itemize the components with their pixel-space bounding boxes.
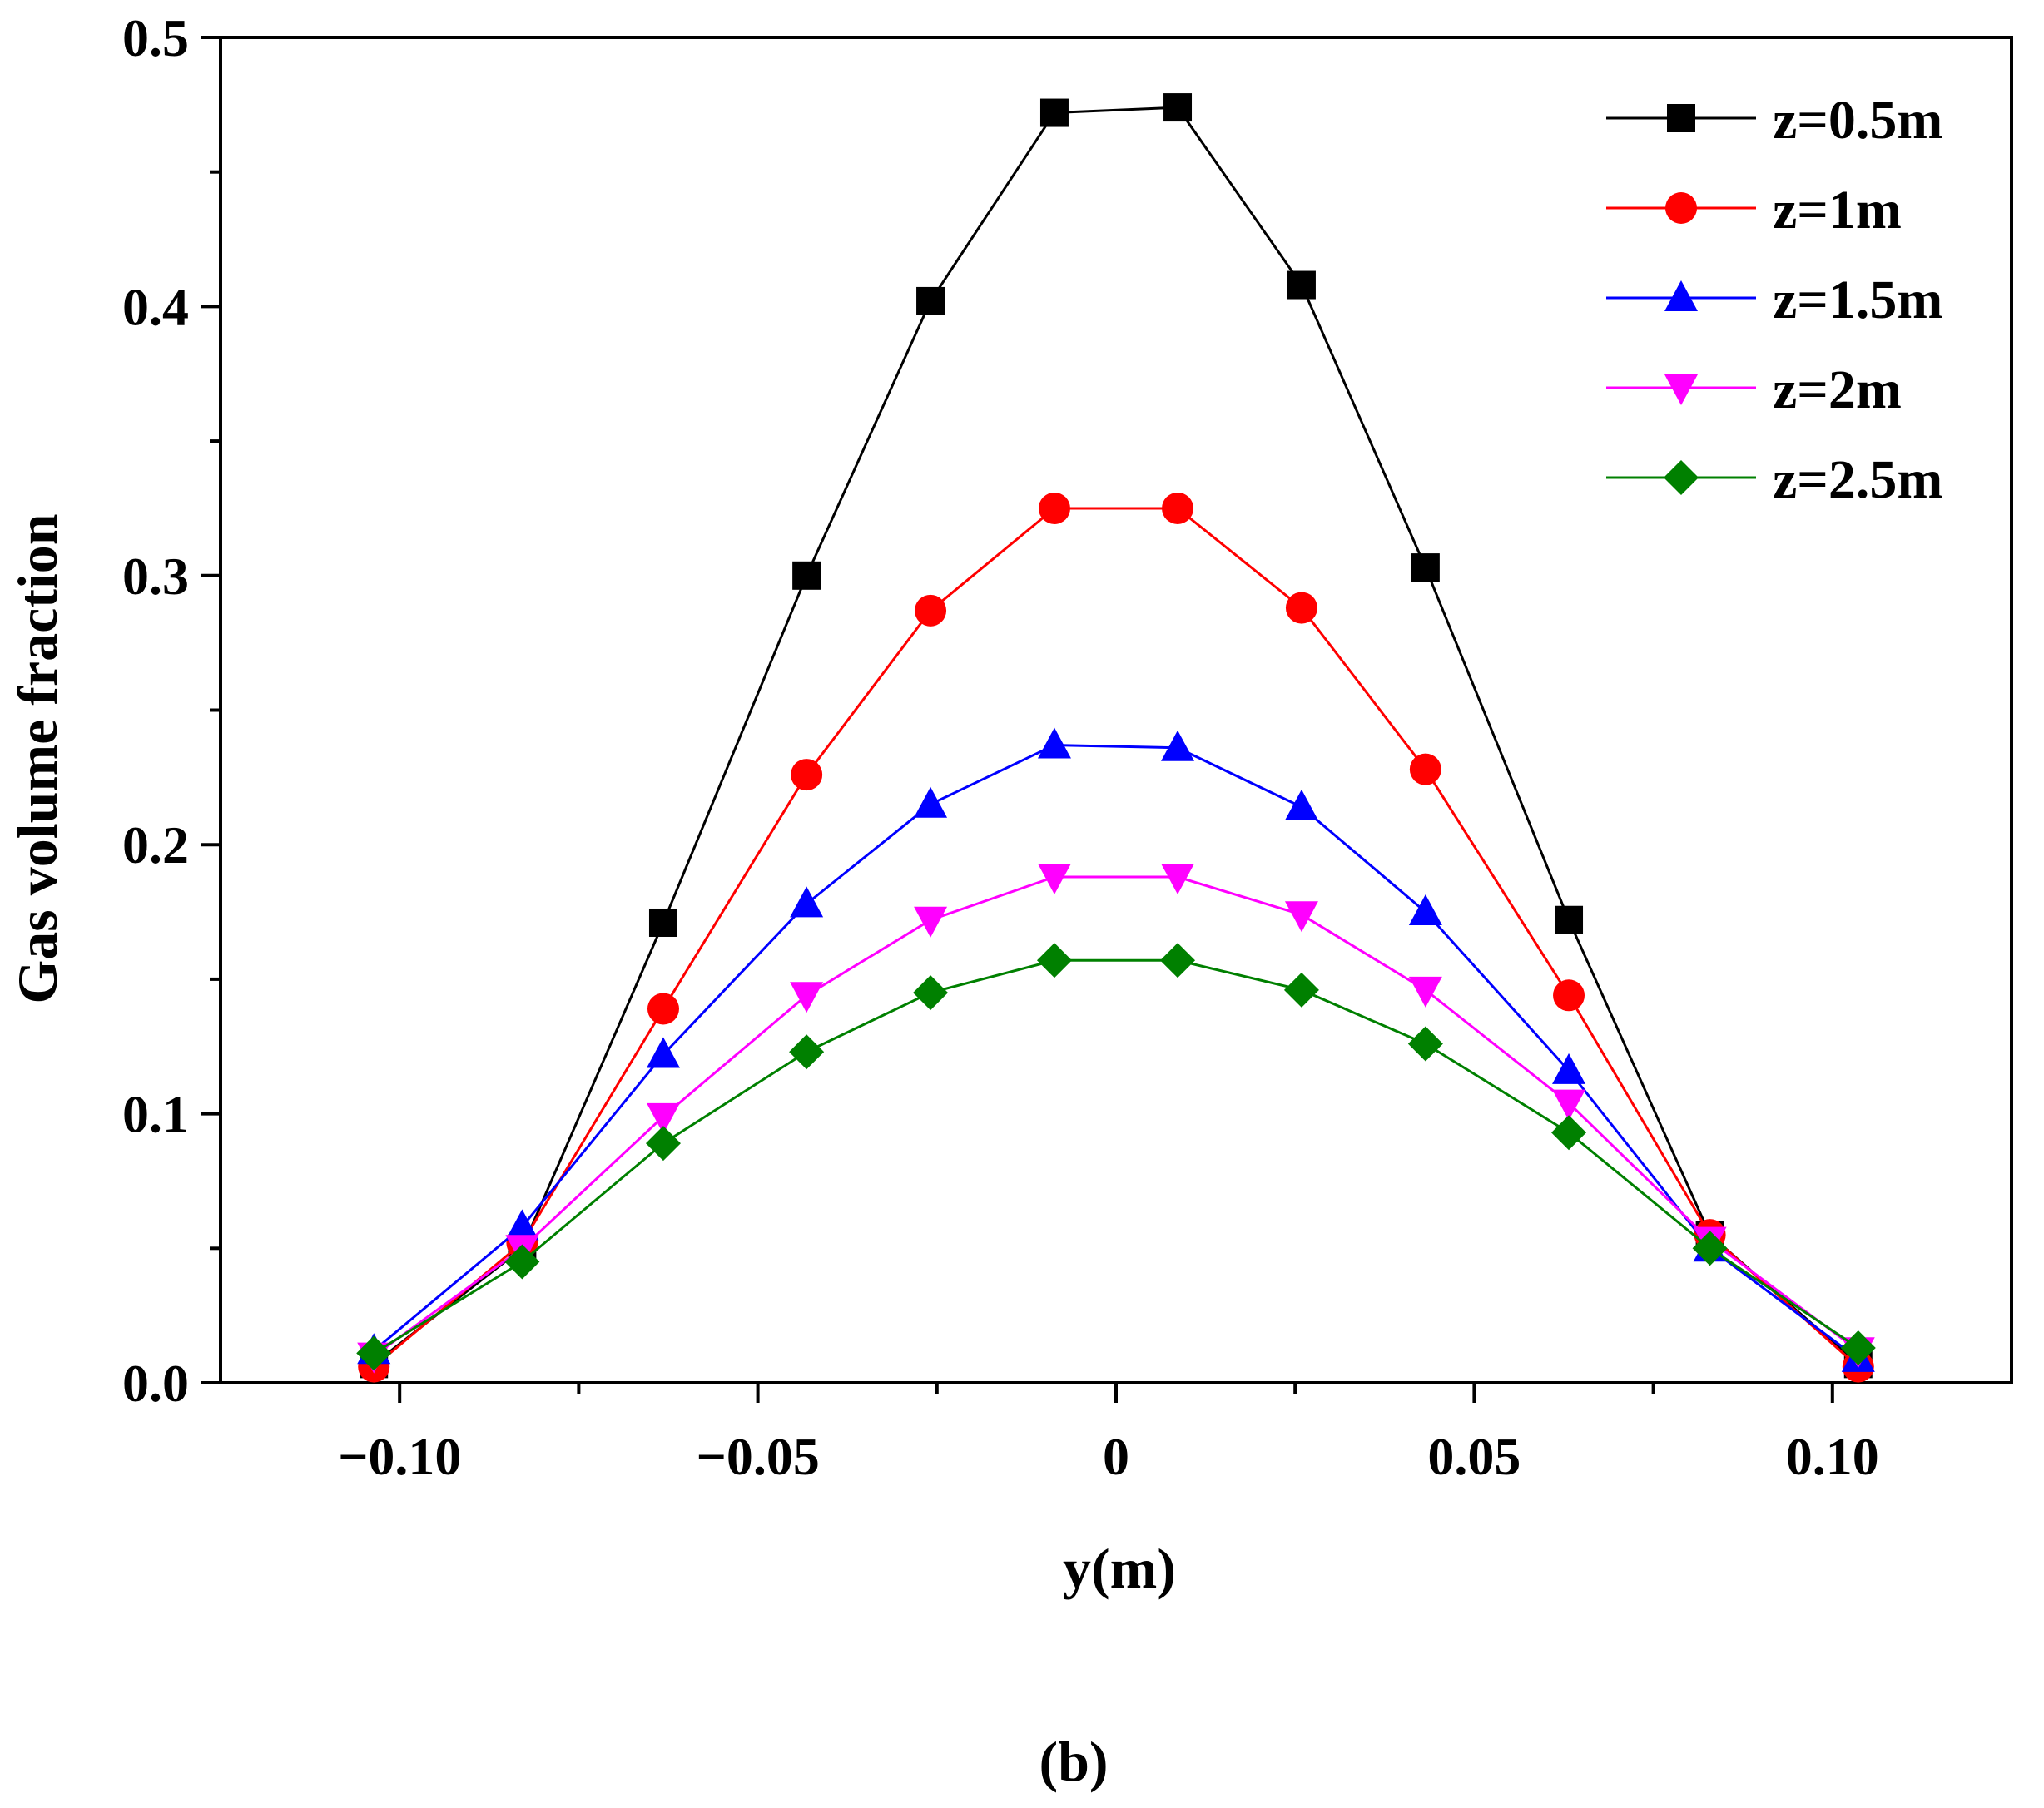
x-axis-title: y(m)	[1063, 1537, 1176, 1600]
legend-marker	[1664, 460, 1699, 495]
data-point	[1036, 943, 1072, 978]
data-point	[1840, 1330, 1876, 1365]
data-point	[1409, 753, 1441, 785]
data-point	[647, 993, 679, 1025]
plot-frame	[219, 36, 2013, 1384]
data-point	[1411, 553, 1440, 582]
x-axis: −0.10 −0.05 0 0.05 0.10	[338, 1383, 1879, 1486]
figure-caption: (b)	[1039, 1730, 1108, 1793]
legend-marker	[1664, 280, 1698, 311]
data-point	[1037, 727, 1071, 759]
data-point	[1283, 972, 1319, 1008]
x-tick-label: −0.10	[338, 1427, 461, 1486]
data-point	[1284, 901, 1318, 933]
data-point	[789, 1034, 825, 1070]
data-point	[505, 1209, 539, 1241]
legend-label: z=2.5m	[1773, 449, 1942, 510]
series-z=1.5m	[357, 727, 1875, 1372]
y-tick-label: 0.1	[122, 1085, 189, 1144]
legend: z=0.5m z=1m z=1.5m z=2m z=2.5m	[1606, 90, 1942, 510]
y-axis: 0.0 0.1 0.2 0.3 0.4 0.5	[122, 8, 221, 1413]
data-point	[913, 975, 949, 1011]
data-point	[1284, 789, 1318, 820]
plot-area-border	[219, 36, 2013, 1384]
data-point	[504, 1244, 540, 1280]
legend-label: z=2m	[1773, 359, 1902, 420]
y-tick-label: 0.0	[122, 1354, 189, 1413]
data-point	[646, 1102, 680, 1134]
data-point	[1408, 976, 1442, 1008]
legend-item: z=1.5m	[1606, 270, 1942, 330]
x-tick-label: 0.10	[1786, 1427, 1879, 1486]
y-axis-title: Gas volume fraction	[6, 513, 69, 1003]
series-layer	[356, 93, 1876, 1383]
data-point	[914, 906, 948, 938]
data-point	[1161, 730, 1195, 761]
series-line	[373, 507, 1859, 1368]
data-point	[790, 886, 824, 918]
data-point	[1555, 905, 1584, 934]
series-z=2m	[357, 864, 1875, 1374]
data-point	[915, 594, 947, 627]
legend-label: z=0.5m	[1773, 90, 1942, 151]
y-tick-label: 0.3	[122, 547, 189, 606]
data-point	[1692, 1231, 1728, 1266]
x-tick-label: 0	[1103, 1427, 1129, 1486]
y-tick-label: 0.4	[122, 277, 189, 336]
legend-marker	[1667, 104, 1695, 132]
series-z=1m	[358, 492, 1874, 1383]
data-point	[1039, 98, 1069, 127]
data-point	[646, 1037, 680, 1068]
data-point	[792, 561, 821, 590]
data-point	[1162, 492, 1194, 524]
data-point	[1285, 592, 1317, 624]
data-point	[791, 759, 823, 791]
series-line	[373, 106, 1859, 1365]
data-point	[1553, 979, 1585, 1012]
series-line	[373, 744, 1859, 1360]
data-point	[1038, 492, 1070, 524]
series-line	[373, 958, 1859, 1355]
data-point	[1408, 894, 1442, 926]
data-point	[1287, 270, 1316, 300]
legend-item: z=2m	[1606, 359, 1902, 420]
data-point	[648, 908, 677, 937]
data-point	[356, 1335, 392, 1371]
legend-label: z=1.5m	[1773, 270, 1942, 330]
data-point	[645, 1126, 681, 1162]
data-point	[914, 786, 948, 818]
data-point	[790, 982, 824, 1013]
legend-marker	[1665, 192, 1697, 224]
legend-marker	[1664, 374, 1698, 405]
y-tick-label: 0.5	[122, 8, 189, 67]
data-point	[1552, 1089, 1586, 1121]
series-z=0.5m	[360, 93, 1873, 1379]
x-tick-label: 0.05	[1427, 1427, 1521, 1486]
data-point	[1160, 943, 1196, 978]
data-point	[1552, 1053, 1586, 1084]
data-point	[1407, 1026, 1443, 1062]
data-point	[1551, 1115, 1587, 1151]
legend-item: z=0.5m	[1606, 90, 1942, 151]
data-point	[1161, 864, 1195, 895]
x-tick-label: −0.05	[696, 1427, 819, 1486]
series-z=2.5m	[356, 943, 1876, 1371]
data-point	[1163, 93, 1193, 122]
data-point	[916, 286, 945, 315]
y-tick-label: 0.2	[122, 815, 189, 874]
series-line	[373, 875, 1859, 1357]
legend-item: z=2.5m	[1606, 449, 1942, 510]
data-point	[1037, 864, 1071, 895]
legend-label: z=1m	[1773, 180, 1902, 240]
legend-item: z=1m	[1606, 180, 1902, 240]
